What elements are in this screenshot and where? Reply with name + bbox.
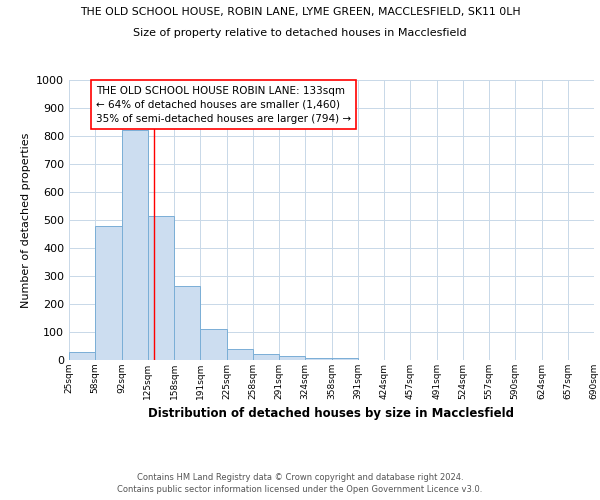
Bar [122, 130, 148, 360]
Text: Contains HM Land Registry data © Crown copyright and database right 2024.: Contains HM Land Registry data © Crown c… [137, 472, 463, 482]
Bar [95, 226, 122, 360]
Bar [69, 352, 95, 360]
Y-axis label: Number of detached properties: Number of detached properties [20, 132, 31, 308]
Bar [227, 350, 253, 360]
Bar [148, 216, 174, 360]
Text: THE OLD SCHOOL HOUSE, ROBIN LANE, LYME GREEN, MACCLESFIELD, SK11 0LH: THE OLD SCHOOL HOUSE, ROBIN LANE, LYME G… [80, 8, 520, 18]
X-axis label: Distribution of detached houses by size in Macclesfield: Distribution of detached houses by size … [149, 408, 515, 420]
Bar [305, 358, 332, 360]
Bar [253, 354, 279, 360]
Text: Size of property relative to detached houses in Macclesfield: Size of property relative to detached ho… [133, 28, 467, 38]
Text: THE OLD SCHOOL HOUSE ROBIN LANE: 133sqm
← 64% of detached houses are smaller (1,: THE OLD SCHOOL HOUSE ROBIN LANE: 133sqm … [96, 86, 351, 124]
Bar [279, 356, 305, 360]
Text: Contains public sector information licensed under the Open Government Licence v3: Contains public sector information licen… [118, 485, 482, 494]
Bar [332, 358, 358, 360]
Bar [200, 328, 227, 360]
Bar [174, 286, 200, 360]
